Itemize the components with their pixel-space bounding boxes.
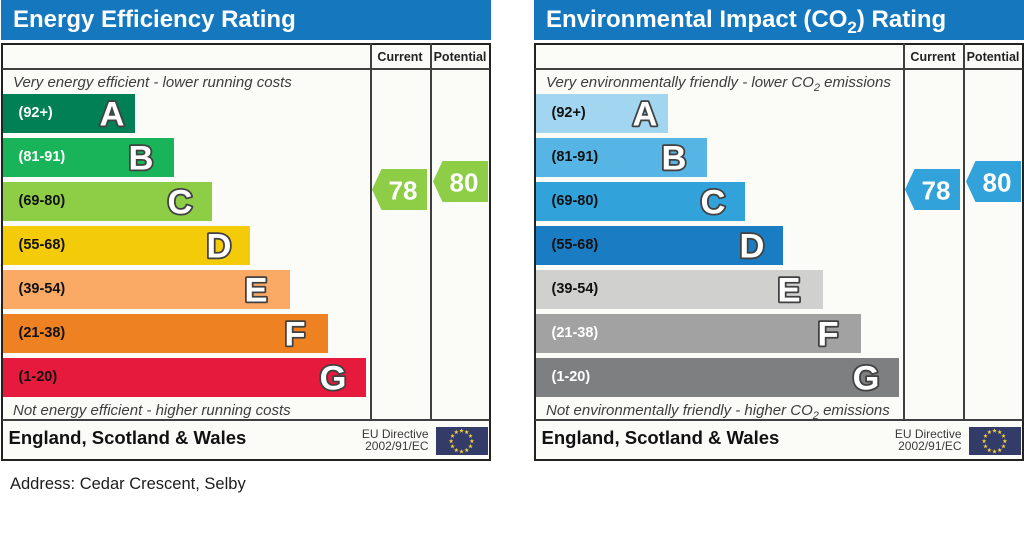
svg-text:D: D	[740, 228, 765, 266]
svg-text:A: A	[632, 96, 657, 134]
svg-text:E: E	[777, 272, 800, 310]
svg-text:F: F	[284, 316, 305, 354]
svg-text:A: A	[99, 96, 124, 134]
svg-text:F: F	[817, 316, 838, 354]
svg-text:B: B	[128, 140, 153, 178]
svg-text:G: G	[852, 360, 879, 398]
svg-text:78: 78	[388, 175, 417, 205]
svg-text:B: B	[661, 140, 686, 178]
svg-text:E: E	[244, 272, 267, 310]
svg-text:78: 78	[921, 175, 950, 205]
svg-text:C: C	[168, 184, 193, 222]
svg-text:D: D	[207, 228, 232, 266]
svg-text:C: C	[701, 184, 726, 222]
svg-text:80: 80	[983, 168, 1012, 198]
svg-text:G: G	[319, 360, 346, 398]
svg-text:80: 80	[450, 168, 479, 198]
